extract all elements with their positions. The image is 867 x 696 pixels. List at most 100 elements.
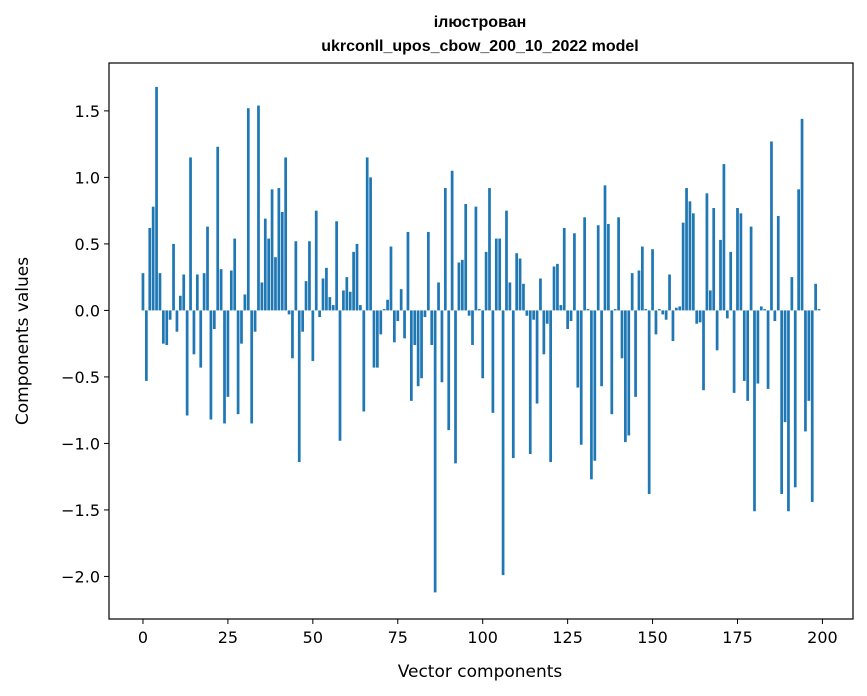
bar <box>566 310 569 330</box>
bar <box>664 310 668 320</box>
bar <box>661 310 665 315</box>
y-tick-label: 1.5 <box>75 102 100 121</box>
bar <box>596 225 600 311</box>
bar <box>420 310 423 379</box>
bar <box>722 164 726 311</box>
bar <box>607 223 610 311</box>
bar <box>145 310 148 381</box>
bar <box>780 310 784 494</box>
bar <box>382 309 386 311</box>
bar <box>528 310 532 455</box>
bar <box>342 290 345 311</box>
bar <box>393 310 396 343</box>
bar <box>311 310 315 361</box>
bar <box>460 259 464 311</box>
bar <box>766 310 770 389</box>
bar <box>284 157 288 311</box>
x-axis-label: Vector components <box>398 662 563 682</box>
bar <box>708 290 712 311</box>
bar <box>338 310 342 441</box>
bar <box>508 282 512 311</box>
bar <box>352 251 355 311</box>
bar <box>749 226 753 311</box>
bar <box>810 310 814 502</box>
bar <box>627 310 631 436</box>
bar <box>590 310 593 480</box>
y-axis: −2.0 −1.5 −1.0 −0.5 0.0 0.5 1.0 1.5 <box>61 102 109 586</box>
bar <box>505 210 508 311</box>
bar <box>321 278 325 311</box>
bar <box>325 267 328 311</box>
bar <box>277 188 281 311</box>
bar <box>494 238 498 311</box>
bar <box>253 310 257 332</box>
bar <box>236 310 240 415</box>
bar <box>308 241 311 311</box>
bar <box>576 310 580 388</box>
bar <box>556 263 559 311</box>
bar <box>185 310 189 416</box>
bar <box>542 310 546 355</box>
y-axis-label: Components values <box>13 257 33 425</box>
bar <box>671 310 675 341</box>
bar <box>522 283 525 311</box>
bar <box>175 310 179 332</box>
bar <box>457 262 461 311</box>
x-tick-label: 50 <box>303 628 323 647</box>
bar <box>389 246 393 311</box>
bar <box>280 211 284 311</box>
bar <box>715 310 719 351</box>
bar <box>348 291 352 311</box>
y-tick-label: −0.5 <box>61 368 100 387</box>
bar <box>729 251 733 311</box>
bar <box>814 283 817 311</box>
bar <box>481 310 485 379</box>
bar <box>447 310 451 431</box>
bar <box>274 257 277 311</box>
bar <box>800 118 804 311</box>
bar <box>644 309 648 311</box>
bar <box>365 157 369 311</box>
bar <box>474 206 478 311</box>
bar <box>613 309 617 311</box>
bar <box>681 222 685 311</box>
bar <box>770 141 773 311</box>
bar <box>790 277 794 311</box>
bar <box>725 310 729 319</box>
bar <box>705 193 709 311</box>
bar <box>535 310 539 404</box>
bar <box>426 231 430 311</box>
bar <box>756 310 760 384</box>
bar <box>335 221 338 311</box>
bar <box>539 278 542 311</box>
x-tick-label: 0 <box>138 628 148 647</box>
bar <box>413 310 417 345</box>
bar <box>423 310 427 318</box>
bar <box>583 217 586 311</box>
bar <box>158 273 162 311</box>
bar <box>695 310 699 324</box>
bar <box>674 307 678 311</box>
bar <box>532 310 536 320</box>
bar <box>233 238 237 311</box>
bar <box>641 246 644 311</box>
bar <box>651 249 654 311</box>
y-tick-label: 0.0 <box>75 301 100 320</box>
bar <box>498 238 502 311</box>
bar <box>484 251 488 311</box>
chart-title-line-1: ілюстрован <box>434 14 527 31</box>
bar <box>331 305 335 311</box>
bar <box>804 310 807 432</box>
axes-frame <box>108 62 854 620</box>
bar <box>549 310 552 463</box>
bar <box>736 207 739 311</box>
bar <box>148 227 152 311</box>
bar <box>511 310 515 459</box>
bar <box>712 207 716 311</box>
bar <box>314 210 318 311</box>
bar <box>552 266 556 311</box>
bar <box>685 188 688 311</box>
bar <box>291 310 294 359</box>
